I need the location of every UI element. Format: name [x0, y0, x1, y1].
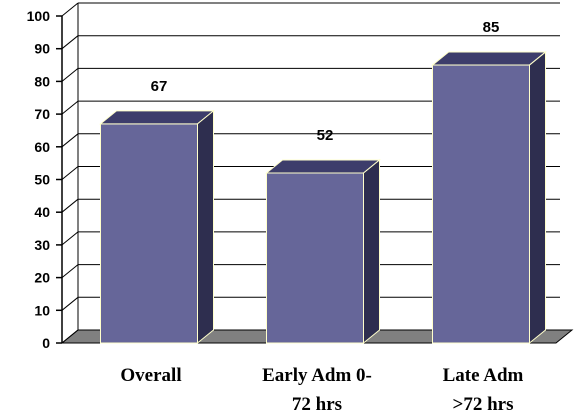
y-tick-label: 70: [34, 106, 50, 122]
data-label: 67: [151, 78, 168, 95]
category-labels: Overall Early Adm 0- 72 hrs Late Adm >72 hrs: [120, 365, 523, 412]
depth-line: [61, 198, 79, 213]
depth-line: [61, 231, 79, 246]
data-labels: 67 52 85: [151, 19, 500, 144]
y-axis: 0 10 20 30 40 50 60 70 80 90 100: [27, 2, 79, 351]
depth-line: [61, 296, 79, 311]
category-label: 72 hrs: [292, 394, 342, 412]
bar-top: [431, 51, 547, 66]
y-tick-label: 30: [34, 237, 50, 253]
bar-side: [197, 109, 214, 345]
bars: [99, 50, 547, 345]
depth-line: [61, 68, 79, 82]
bar: [266, 172, 364, 344]
y-tick-label: 80: [34, 73, 50, 89]
depth-line: [61, 2, 79, 17]
bar-side: [363, 158, 380, 345]
y-tick-label: 50: [34, 172, 50, 188]
bar: [432, 64, 530, 344]
category-label: Late Adm: [443, 365, 524, 386]
depth-line: [61, 35, 79, 50]
depth-line: [61, 100, 79, 115]
data-label: 52: [317, 127, 334, 144]
category-label: >72 hrs: [453, 394, 514, 412]
category-label: Early Adm 0-: [262, 365, 372, 386]
y-tick-label: 20: [34, 270, 50, 286]
y-tick-label: 10: [34, 302, 50, 318]
depth-line: [61, 329, 79, 344]
y-tick-label: 0: [42, 335, 50, 351]
depth-line: [61, 264, 79, 278]
bar-top: [99, 110, 215, 125]
y-tick-label: 40: [34, 204, 50, 220]
y-tick-label: 100: [27, 8, 51, 24]
category-label: Overall: [120, 365, 181, 386]
bar-top: [265, 159, 381, 174]
bar-side: [529, 50, 546, 345]
y-tick-label: 90: [34, 41, 50, 57]
bar: [100, 123, 198, 344]
depth-line: [61, 166, 79, 180]
depth-line: [61, 133, 79, 148]
data-label: 85: [483, 19, 500, 36]
y-tick-label: 60: [34, 139, 50, 155]
